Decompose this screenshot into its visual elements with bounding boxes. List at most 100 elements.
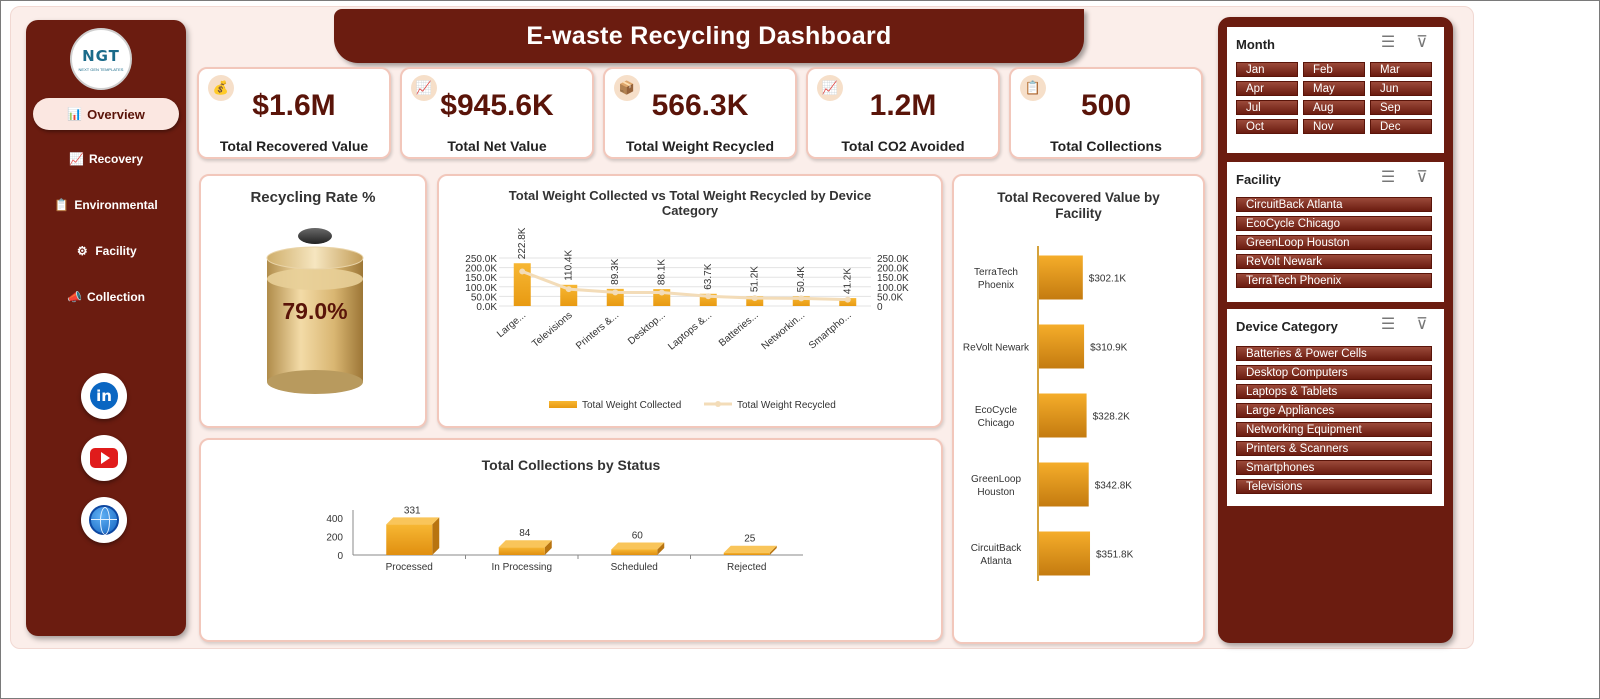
nav-facility[interactable]: ⚙ Facility xyxy=(33,235,179,267)
bar-data-label: 222.8K xyxy=(517,227,528,259)
y-tick-right: 50.0K xyxy=(877,292,903,303)
legend-label-collected: Total Weight Collected xyxy=(582,400,681,411)
x-tick: Large... xyxy=(495,310,528,340)
month-chip-nov[interactable]: Nov xyxy=(1303,119,1365,134)
x-tick: Scheduled xyxy=(611,562,658,573)
kpi-value: $945.6K xyxy=(440,89,554,122)
bar-recovered-value xyxy=(1039,531,1091,576)
bar-data-label: 88.1K xyxy=(657,259,668,285)
device-chip[interactable]: Laptops & Tablets xyxy=(1236,384,1432,399)
linkedin-link[interactable]: in xyxy=(81,373,127,419)
line-point xyxy=(751,295,758,302)
nav-environmental[interactable]: 📋 Environmental xyxy=(33,189,179,221)
device-chip[interactable]: Networking Equipment xyxy=(1236,422,1432,437)
y-tick: GreenLoop xyxy=(971,474,1021,485)
kpi-card-total-collections: 📋 500 Total Collections xyxy=(1009,67,1203,159)
device-chip[interactable]: Large Appliances xyxy=(1236,403,1432,418)
status-chart-panel: Total Collections by Status 400 200 0 331 Pr… xyxy=(199,438,943,642)
multi-select-icon[interactable]: ☰ xyxy=(1380,34,1396,51)
month-chip-jun[interactable]: Jun xyxy=(1370,81,1432,96)
month-chip-aug[interactable]: Aug xyxy=(1303,100,1365,115)
month-chip-feb[interactable]: Feb xyxy=(1303,62,1365,77)
y-tick: Atlanta xyxy=(980,556,1012,567)
month-chip-jul[interactable]: Jul xyxy=(1236,100,1298,115)
recycling-rate-title: Recycling Rate % xyxy=(250,189,376,206)
multi-select-icon[interactable]: ☰ xyxy=(1380,169,1396,186)
bar-data-label: $328.2K xyxy=(1093,412,1131,423)
clipboard-icon: 📋 xyxy=(1020,75,1046,101)
multi-select-icon[interactable]: ☰ xyxy=(1380,316,1396,333)
bar-side xyxy=(657,542,665,555)
cylinder-fill-top xyxy=(267,268,363,290)
legend-swatch-collected xyxy=(549,401,577,408)
nav-recovery[interactable]: 📈 Recovery xyxy=(33,143,179,175)
money-bag-icon: 💰 xyxy=(208,75,234,101)
line-point xyxy=(658,289,665,296)
month-chip-sep[interactable]: Sep xyxy=(1370,100,1432,115)
clear-filter-icon[interactable]: ⊽ xyxy=(1416,34,1428,51)
facility-chip[interactable]: TerraTech Phoenix xyxy=(1236,273,1432,288)
youtube-icon xyxy=(90,448,118,468)
y-tick: TerraTech xyxy=(974,267,1018,278)
nav-overview[interactable]: 📊 Overview xyxy=(33,98,179,130)
device-chip[interactable]: Batteries & Power Cells xyxy=(1236,346,1432,361)
device-chip[interactable]: Televisions xyxy=(1236,479,1432,494)
month-chip-mar[interactable]: Mar xyxy=(1370,62,1432,77)
bar-collections xyxy=(723,552,770,555)
facility-chip[interactable]: CircuitBack Atlanta xyxy=(1236,197,1432,212)
kpi-label: Total CO2 Avoided xyxy=(841,138,965,154)
bar-recovered-value xyxy=(1039,255,1083,300)
line-point xyxy=(565,286,572,293)
x-tick: Rejected xyxy=(727,562,766,573)
kpi-value: 566.3K xyxy=(651,89,749,122)
line-weight-recycled xyxy=(521,270,848,302)
facility-chip[interactable]: GreenLoop Houston xyxy=(1236,235,1432,250)
bar-data-label: 110.4K xyxy=(564,250,575,281)
bar-data-label: 51.2K xyxy=(750,266,761,292)
month-chip-dec[interactable]: Dec xyxy=(1370,119,1432,134)
y-tick-left: 0.0K xyxy=(476,302,497,313)
bar-data-label: 89.3K xyxy=(610,258,621,284)
website-link[interactable] xyxy=(81,497,127,543)
facility-chip[interactable]: ReVolt Newark xyxy=(1236,254,1432,269)
clear-filter-icon[interactable]: ⊽ xyxy=(1416,316,1428,333)
bar-chart-icon: 📊 xyxy=(67,107,83,121)
logo-text: NGT xyxy=(82,46,120,65)
y-tick-left: 150.0K xyxy=(465,273,497,284)
package-icon: 📦 xyxy=(614,75,640,101)
y-tick-left: 100.0K xyxy=(465,283,497,294)
month-chip-may[interactable]: May xyxy=(1303,81,1365,96)
y-tick-right: 150.0K xyxy=(877,273,909,284)
status-chart: 400 200 0 331 Processed 84 In Processing 60 Sche… xyxy=(326,505,803,573)
status-chart-title: Total Collections by Status xyxy=(481,457,661,473)
x-tick: Desktop... xyxy=(626,310,668,347)
device-slicer: Device Category ☰ ⊽ Batteries & Power Ce… xyxy=(1227,309,1444,506)
chart-up-icon: 📈 xyxy=(411,75,437,101)
nav-label: Overview xyxy=(87,106,145,122)
x-tick: Laptops &... xyxy=(666,310,714,353)
month-slicer: Month ☰ ⊽ Jan Feb Mar Apr May Jun Jul Aug Sep Oct… xyxy=(1227,27,1444,153)
facility-chip[interactable]: EcoCycle Chicago xyxy=(1236,216,1432,231)
bar-data-label: 63.7K xyxy=(703,263,714,289)
device-chip[interactable]: Smartphones xyxy=(1236,460,1432,475)
weight-chart-title-line1: Total Weight Collected vs Total Weight R… xyxy=(508,188,872,203)
month-chip-jan[interactable]: Jan xyxy=(1236,62,1298,77)
x-tick: Televisions xyxy=(530,310,575,350)
device-chip[interactable]: Desktop Computers xyxy=(1236,365,1432,380)
month-chip-oct[interactable]: Oct xyxy=(1236,119,1298,134)
x-tick: Smartpho... xyxy=(807,310,854,352)
bar-data-label: $310.9K xyxy=(1090,343,1128,354)
youtube-link[interactable] xyxy=(81,435,127,481)
bar-data-label: 25 xyxy=(744,534,756,545)
bar-data-label: 60 xyxy=(632,530,644,541)
nav-collection[interactable]: 📣 Collection xyxy=(33,281,179,313)
kpi-label: Total Weight Recycled xyxy=(625,138,775,154)
bar-top xyxy=(498,540,552,548)
header-banner: E-waste Recycling Dashboard xyxy=(334,9,1084,63)
y-tick: EcoCycle xyxy=(975,405,1018,416)
clear-filter-icon[interactable]: ⊽ xyxy=(1416,169,1428,186)
bar-data-label: $302.1K xyxy=(1089,274,1127,285)
month-chip-apr[interactable]: Apr xyxy=(1236,81,1298,96)
device-chip[interactable]: Printers & Scanners xyxy=(1236,441,1432,456)
bar-collections xyxy=(386,524,433,555)
